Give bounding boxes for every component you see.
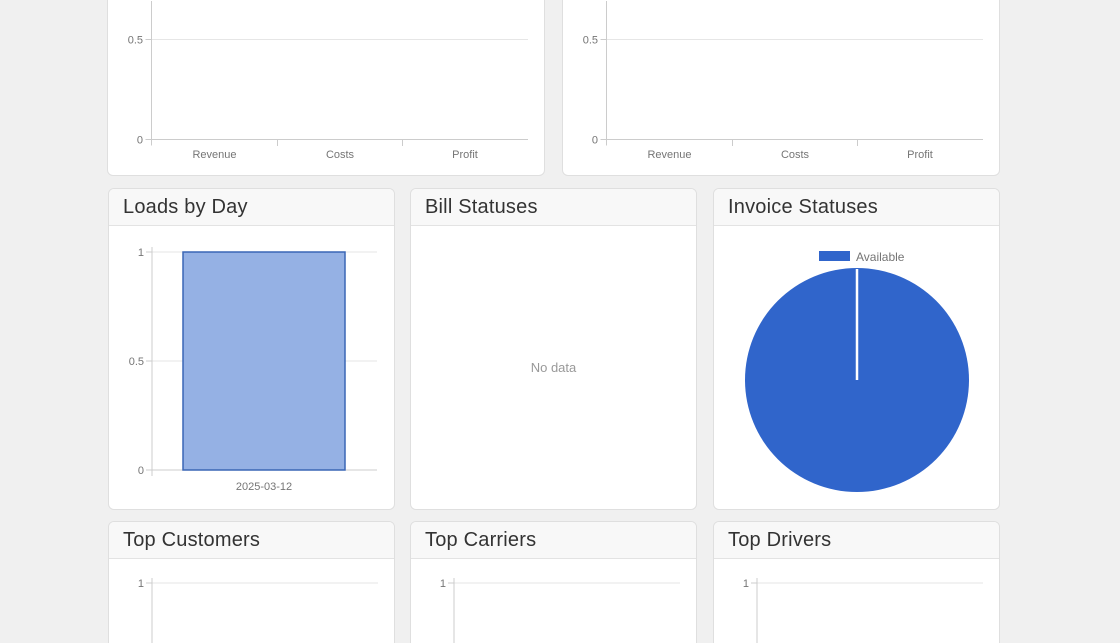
- category-label: Profit: [452, 149, 478, 161]
- top-customers-title: Top Customers: [123, 528, 261, 551]
- invoice-statuses-title: Invoice Statuses: [728, 195, 878, 218]
- y-tick-label: 0.5: [129, 356, 144, 368]
- top-customers-card: Top Customers 1: [108, 521, 395, 643]
- category-label: Profit: [907, 149, 933, 161]
- y-tick-label: 1: [440, 578, 446, 590]
- loads-by-day-card: Loads by Day 1 0.5 0 2025: [108, 188, 395, 510]
- bill-statuses-header: Bill Statuses: [411, 189, 696, 226]
- financial-chart-card-left: 0.5 0 Revenue Costs Profit: [107, 0, 545, 176]
- bar-2025-03-12[interactable]: [183, 252, 345, 470]
- category-label: Revenue: [192, 149, 236, 161]
- y-tick-label: 1: [138, 578, 144, 590]
- loads-by-day-title: Loads by Day: [123, 195, 248, 218]
- financial-bar-chart-left[interactable]: 0.5 0 Revenue Costs Profit: [108, 1, 544, 177]
- y-tick-label: 1: [743, 578, 749, 590]
- top-drivers-header: Top Drivers: [714, 522, 999, 559]
- x-category-label: 2025-03-12: [236, 481, 292, 493]
- top-carriers-header: Top Carriers: [411, 522, 696, 559]
- top-drivers-chart[interactable]: 1: [714, 559, 999, 643]
- legend-swatch-available[interactable]: [819, 251, 850, 261]
- category-label: Revenue: [647, 149, 691, 161]
- y-tick-label: 0: [137, 135, 143, 147]
- category-label: Costs: [781, 149, 810, 161]
- invoice-statuses-card: Invoice Statuses Available: [713, 188, 1000, 510]
- y-tick-label: 0: [138, 465, 144, 477]
- bar-border: [182, 251, 346, 471]
- top-customers-chart[interactable]: 1: [109, 559, 394, 643]
- top-drivers-card: Top Drivers 1: [713, 521, 1000, 643]
- loads-by-day-bar-chart[interactable]: 1 0.5 0 2025-03-12: [109, 226, 394, 509]
- financial-chart-card-right: 0.5 0 Revenue Costs Profit: [562, 0, 1000, 176]
- category-label: Costs: [326, 149, 355, 161]
- y-tick-label: 0.5: [583, 35, 598, 47]
- no-data-message: No data: [530, 360, 577, 375]
- legend-label-available[interactable]: Available: [856, 250, 905, 264]
- y-tick-label: 0.5: [128, 35, 143, 47]
- y-tick-label: 1: [138, 247, 144, 259]
- loads-by-day-header: Loads by Day: [109, 189, 394, 226]
- y-tick-label: 0: [592, 135, 598, 147]
- bill-statuses-title: Bill Statuses: [425, 195, 538, 218]
- top-carriers-chart[interactable]: 1: [411, 559, 696, 643]
- bill-statuses-card: Bill Statuses No data: [410, 188, 697, 510]
- top-customers-header: Top Customers: [109, 522, 394, 559]
- top-drivers-title: Top Drivers: [728, 528, 832, 551]
- invoice-statuses-pie-chart[interactable]: Available: [714, 226, 999, 509]
- top-carriers-card: Top Carriers 1: [410, 521, 697, 643]
- financial-bar-chart-right[interactable]: 0.5 0 Revenue Costs Profit: [563, 1, 999, 177]
- invoice-statuses-header: Invoice Statuses: [714, 189, 999, 226]
- top-carriers-title: Top Carriers: [425, 528, 537, 551]
